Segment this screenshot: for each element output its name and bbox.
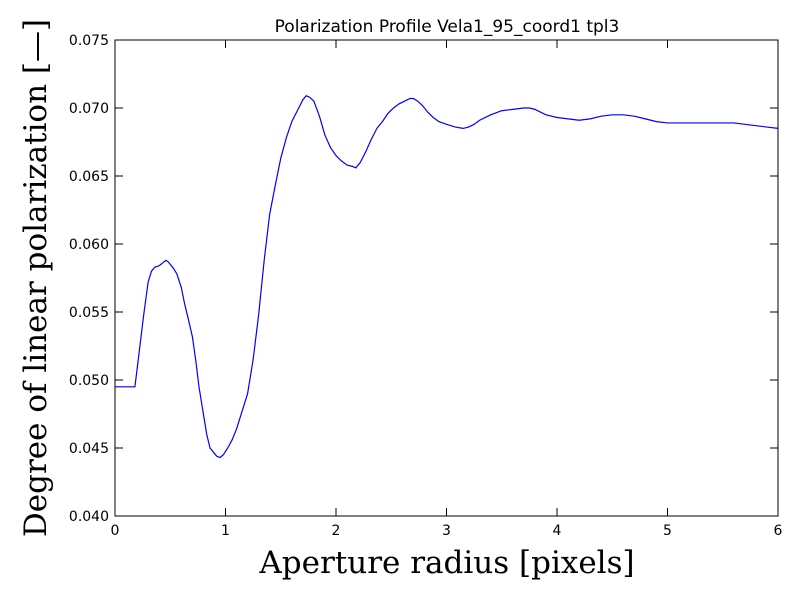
x-tick-label: 4 [553, 523, 562, 539]
polarization-series-line [115, 95, 779, 459]
x-axis-label: Aperture radius [pixels] [258, 545, 634, 581]
chart-title: Polarization Profile Vela1_95_coord1 tpl… [275, 17, 620, 37]
x-tick-label: 0 [111, 523, 120, 539]
y-tick-label: 0.070 [69, 101, 109, 117]
x-tick-label: 2 [332, 523, 341, 539]
x-tick-label: 1 [221, 523, 230, 539]
y-tick-label: 0.045 [69, 441, 109, 457]
x-tick-label: 6 [774, 523, 783, 539]
y-tick-label: 0.075 [69, 33, 109, 49]
plot-frame [114, 39, 779, 517]
y-tick-label: 0.065 [69, 169, 109, 185]
x-tick-label: 3 [442, 523, 451, 539]
y-tick-label: 0.060 [69, 237, 109, 253]
y-tick-label: 0.055 [69, 305, 109, 321]
y-axis-ticks: 0.040 0.045 0.050 0.055 0.060 0.065 0.070 0.075 [69, 33, 778, 525]
x-axis-ticks: 0 1 2 3 4 5 6 [111, 40, 783, 539]
y-axis-label: Degree of linear polarization [—] [18, 19, 54, 537]
y-tick-label: 0.050 [69, 373, 109, 389]
y-tick-label: 0.040 [69, 509, 109, 525]
plot-area [115, 40, 778, 516]
x-tick-label: 5 [663, 523, 672, 539]
